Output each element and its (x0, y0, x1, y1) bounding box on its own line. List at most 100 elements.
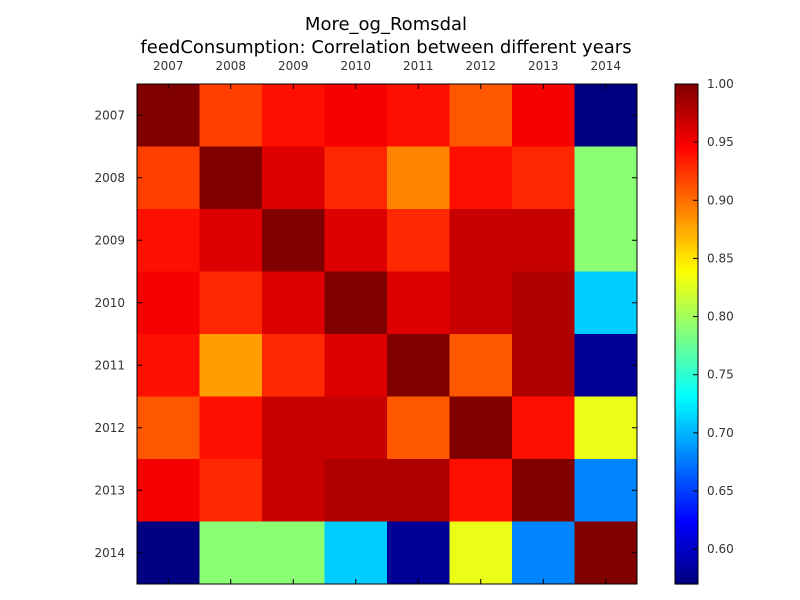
colorbar-segment (675, 169, 698, 173)
heatmap-cell (137, 459, 200, 522)
heatmap-cell (262, 84, 325, 147)
colorbar-segment (675, 186, 698, 190)
colorbar-segment (675, 401, 698, 405)
colorbar-segment (675, 271, 698, 275)
chart-title: More_og_Romsdal (305, 14, 467, 35)
y-tick-label: 2007 (94, 108, 125, 122)
heatmap-cell (387, 146, 450, 210)
colorbar-segment (675, 341, 698, 345)
colorbar-segment (675, 166, 698, 170)
colorbar-segment (675, 346, 698, 350)
colorbar-segment (675, 109, 698, 113)
colorbar-segment (675, 134, 698, 138)
colorbar-segment (675, 496, 698, 500)
colorbar-segment (675, 334, 698, 338)
colorbar-segment (675, 439, 698, 443)
colorbar-segment (675, 559, 698, 563)
colorbar-segment (675, 554, 698, 558)
colorbar-segment (675, 429, 698, 433)
colorbar-segment (675, 224, 698, 228)
heatmap-cell (262, 396, 325, 460)
colorbar-segment (675, 279, 698, 283)
colorbar-segment (675, 221, 698, 225)
colorbar-segment (675, 179, 698, 183)
heatmap-cell (512, 459, 575, 522)
colorbar-segment (675, 366, 698, 370)
colorbar-segment (675, 464, 698, 468)
colorbar-segment (675, 501, 698, 505)
colorbar-segment (675, 356, 698, 360)
colorbar-segment (675, 541, 698, 545)
colorbar-segment (675, 371, 698, 375)
colorbar-segment (675, 146, 698, 150)
colorbar-segment (675, 566, 698, 570)
colorbar-segment (675, 104, 698, 108)
colorbar-tick-label: 0.70 (707, 426, 734, 440)
colorbar-segment (675, 86, 698, 90)
heatmap-cell (199, 146, 263, 210)
heatmap-cell (199, 459, 263, 522)
colorbar-segment (675, 491, 698, 495)
colorbar-segment (675, 296, 698, 300)
colorbar-segment (675, 139, 698, 143)
colorbar-segment (675, 301, 698, 305)
colorbar-segment (675, 456, 698, 460)
heatmap-cell (387, 459, 450, 522)
heatmap-cell (387, 209, 450, 272)
colorbar-segment (675, 536, 698, 540)
heatmap-cell (512, 146, 575, 210)
colorbar-segment (675, 406, 698, 410)
colorbar-segment (675, 199, 698, 203)
colorbar-segment (675, 314, 698, 318)
colorbar-segment (675, 306, 698, 310)
colorbar-segment (675, 216, 698, 220)
colorbar-segment (675, 499, 698, 503)
colorbar-segment (675, 261, 698, 265)
colorbar-segment (675, 189, 698, 193)
colorbar-segment (675, 571, 698, 575)
colorbar-segment (675, 504, 698, 508)
colorbar-segment (675, 419, 698, 423)
colorbar-segment (675, 284, 698, 288)
colorbar-segment (675, 119, 698, 123)
heatmap-cell (574, 459, 638, 522)
heatmap-cell (574, 146, 638, 210)
colorbar-segment (675, 116, 698, 120)
colorbar-segment (675, 316, 698, 320)
colorbar-segment (675, 259, 698, 263)
colorbar-segment (675, 206, 698, 210)
colorbar-segment (675, 239, 698, 243)
colorbar-tick-label: 0.95 (707, 135, 734, 149)
heatmap-cell (449, 146, 513, 210)
colorbar-segment (675, 226, 698, 230)
heatmap-cell (262, 521, 325, 585)
colorbar-segment (675, 484, 698, 488)
heatmap-cell (574, 271, 638, 335)
colorbar-segment (675, 481, 698, 485)
heatmap-cell (262, 271, 325, 335)
colorbar-segment (675, 176, 698, 180)
colorbar-segment (675, 426, 698, 430)
colorbar-segment (675, 454, 698, 458)
colorbar-segment (675, 336, 698, 340)
heatmap-cell (137, 396, 200, 460)
colorbar-segment (675, 219, 698, 223)
colorbar-segment (675, 399, 698, 403)
colorbar-segment (675, 516, 698, 520)
colorbar-segment (675, 471, 698, 475)
colorbar-segment (675, 381, 698, 385)
colorbar-segment (675, 459, 698, 463)
colorbar-segment (675, 311, 698, 315)
colorbar-segment (675, 281, 698, 285)
colorbar-segment (675, 106, 698, 110)
colorbar-segment (675, 526, 698, 530)
heatmap-cell (512, 84, 575, 147)
colorbar-segment (675, 244, 698, 248)
colorbar-segment (675, 361, 698, 365)
heatmap-cell (512, 209, 575, 272)
colorbar-segment (675, 364, 698, 368)
colorbar-segment (675, 156, 698, 160)
colorbar-segment (675, 434, 698, 438)
x-tick-label: 2008 (215, 59, 246, 73)
